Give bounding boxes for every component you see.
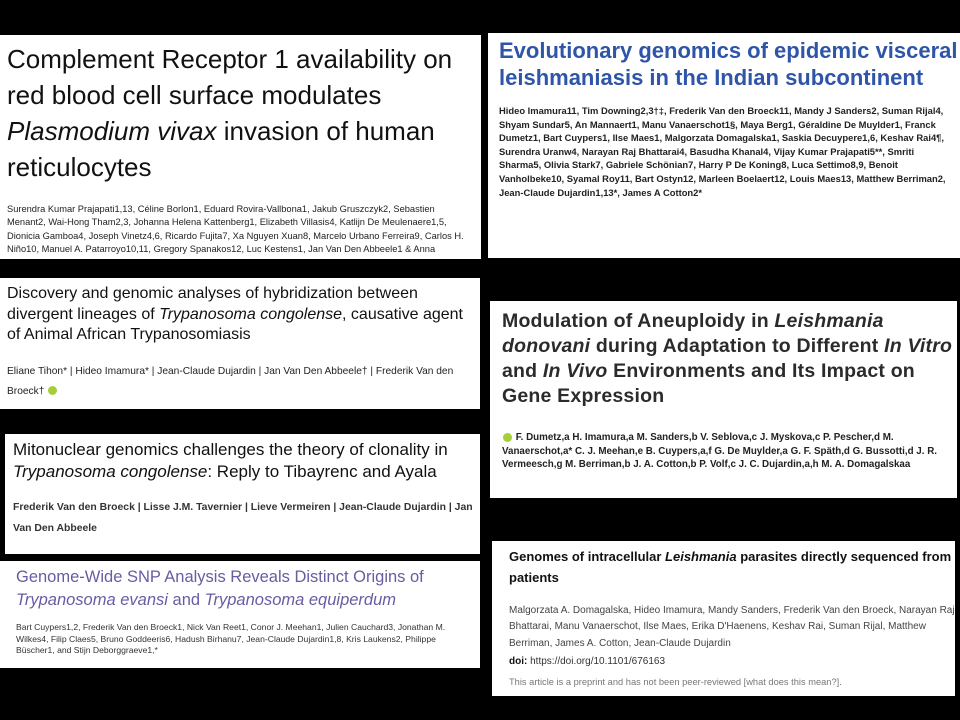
paper-card-snp-trypanosoma: Genome-Wide SNP Analysis Reveals Distinc…: [0, 561, 480, 668]
paper-authors: Surendra Kumar Prajapati1,13, Céline Bor…: [7, 204, 464, 259]
paper-card-visceral-leishmaniasis: Evolutionary genomics of epidemic viscer…: [488, 33, 960, 258]
paper-title: Complement Receptor 1 availability on re…: [7, 44, 453, 182]
orcid-icon: [48, 386, 58, 396]
paper-authors: Frederik Van den Broeck | Lisse J.M. Tav…: [13, 502, 473, 534]
paper-card-mitonuclear-genomics: Mitonuclear genomics challenges the theo…: [5, 434, 480, 554]
paper-authors: Malgorzata A. Domagalska, Hideo Imamura,…: [509, 605, 955, 649]
paper-title: Genome-Wide SNP Analysis Reveals Distinc…: [16, 568, 424, 609]
doi-label: doi:: [509, 656, 528, 668]
doi-link[interactable]: https://doi.org/10.1101/676163: [530, 656, 666, 668]
paper-card-crl-plasmodium: Complement Receptor 1 availability on re…: [0, 35, 481, 259]
paper-title: Evolutionary genomics of epidemic viscer…: [499, 38, 958, 90]
paper-card-aneuploidy-leishmania: Modulation of Aneuploidy in Leishmania d…: [490, 301, 957, 498]
paper-title: Discovery and genomic analyses of hybrid…: [7, 285, 463, 343]
orcid-icon: [503, 432, 512, 442]
paper-authors: F. Dumetz,a H. Imamura,a M. Sanders,b V.…: [502, 432, 937, 471]
paper-card-trypanosoma-hybridization: Discovery and genomic analyses of hybrid…: [0, 278, 480, 409]
paper-authors: Hideo Imamura11, Tim Downing2,3†‡, Frede…: [499, 105, 946, 198]
paper-authors: Eliane Tihon* | Hideo Imamura* | Jean-Cl…: [7, 365, 454, 397]
preprint-note: This article is a preprint and has not b…: [509, 677, 842, 688]
paper-title: Mitonuclear genomics challenges the theo…: [13, 440, 448, 481]
paper-title: Genomes of intracellular Leishmania para…: [509, 549, 952, 585]
paper-title: Modulation of Aneuploidy in Leishmania d…: [502, 310, 953, 407]
paper-authors: Bart Cuypers1,2, Frederik Van den Broeck…: [16, 622, 446, 655]
paper-card-intracellular-leishmania: Genomes of intracellular Leishmania para…: [492, 541, 955, 696]
doi-line: doi: https://doi.org/10.1101/676163: [509, 656, 955, 667]
